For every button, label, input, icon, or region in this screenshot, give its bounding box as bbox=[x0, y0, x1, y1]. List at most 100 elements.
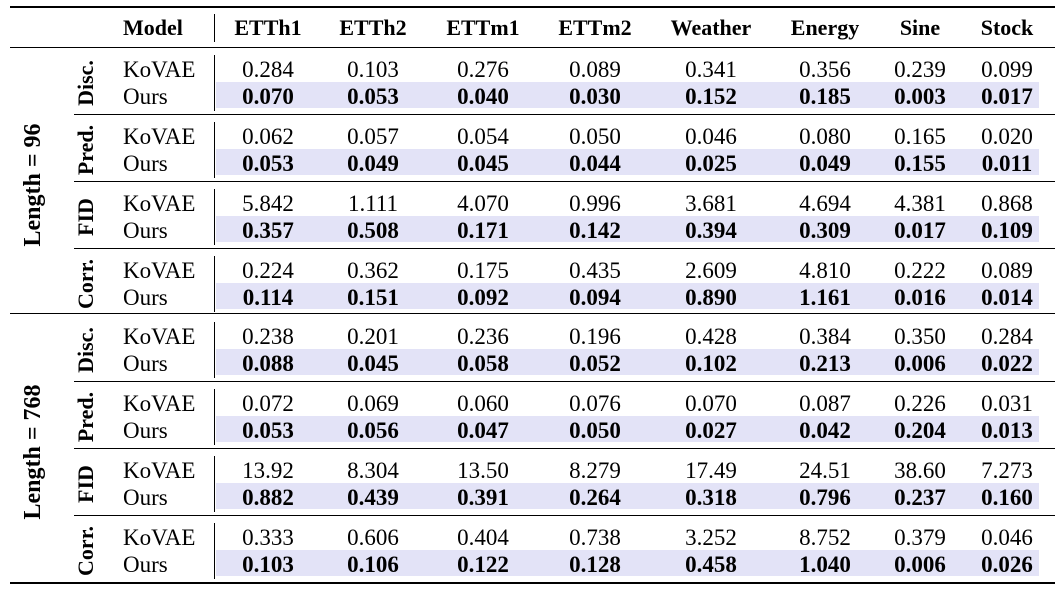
table-cell: 0.404 bbox=[457, 525, 509, 550]
table-cell: 0.052 bbox=[569, 351, 621, 376]
table-cell: 0.016 bbox=[894, 285, 946, 310]
table-cell: 0.350 bbox=[894, 324, 946, 349]
table-cell: 0.080 bbox=[799, 124, 851, 149]
table-cell: 1.040 bbox=[799, 552, 851, 577]
header-ettm1: ETTm1 bbox=[446, 15, 520, 40]
table-cell: 0.890 bbox=[685, 285, 737, 310]
table-cell: 0.435 bbox=[569, 258, 621, 283]
model-vsep bbox=[214, 189, 215, 245]
table-cell: 0.046 bbox=[685, 124, 737, 149]
section-rule bbox=[10, 313, 1055, 314]
table-cell: 0.128 bbox=[569, 552, 621, 577]
table-cell: 7.273 bbox=[981, 458, 1033, 483]
table-cell: 0.053 bbox=[242, 418, 294, 443]
table-cell: 0.076 bbox=[569, 391, 621, 416]
table-cell: 0.103 bbox=[242, 552, 294, 577]
table-cell: 1.111 bbox=[347, 191, 399, 216]
bottom-rule bbox=[10, 582, 1055, 584]
model-name: KoVAE bbox=[123, 324, 196, 349]
highlight-band bbox=[216, 149, 1039, 175]
table-cell: 0.092 bbox=[457, 285, 509, 310]
table-cell: 0.239 bbox=[894, 57, 946, 82]
model-name: KoVAE bbox=[123, 57, 196, 82]
header-sine: Sine bbox=[899, 15, 941, 40]
table-cell: 0.042 bbox=[799, 418, 851, 443]
metric-label: Corr. bbox=[73, 526, 98, 576]
highlight-band bbox=[216, 550, 1039, 576]
group-rule bbox=[74, 248, 1055, 249]
table-cell: 0.014 bbox=[981, 285, 1033, 310]
table-cell: 0.284 bbox=[242, 57, 294, 82]
highlight-band bbox=[216, 483, 1039, 509]
metric-label: Disc. bbox=[73, 60, 98, 106]
table-cell: 3.252 bbox=[685, 525, 737, 550]
table-cell: 0.796 bbox=[799, 485, 851, 510]
metric-label: Pred. bbox=[73, 391, 98, 443]
table-cell: 3.681 bbox=[685, 191, 737, 216]
table-cell: 0.318 bbox=[685, 485, 737, 510]
metric-label: Pred. bbox=[73, 124, 98, 176]
table-cell: 0.058 bbox=[457, 351, 509, 376]
table-cell: 0.049 bbox=[799, 151, 851, 176]
table-cell: 0.384 bbox=[799, 324, 851, 349]
table-cell: 4.381 bbox=[894, 191, 946, 216]
table-cell: 0.357 bbox=[242, 218, 294, 243]
table-cell: 0.006 bbox=[894, 552, 946, 577]
table-cell: 0.196 bbox=[569, 324, 621, 349]
table-cell: 4.810 bbox=[799, 258, 851, 283]
table-cell: 0.020 bbox=[981, 124, 1033, 149]
highlight-band bbox=[216, 416, 1039, 442]
table-cell: 0.103 bbox=[347, 57, 399, 82]
model-name: KoVAE bbox=[123, 258, 196, 283]
highlight-band bbox=[216, 82, 1039, 108]
header-etth2: ETTh2 bbox=[339, 15, 407, 40]
table-cell: 0.040 bbox=[457, 84, 509, 109]
table-cell: 0.013 bbox=[981, 418, 1033, 443]
table-cell: 0.050 bbox=[569, 418, 621, 443]
table-cell: 0.264 bbox=[569, 485, 621, 510]
header-etth1: ETTh1 bbox=[234, 15, 302, 40]
table-cell: 0.204 bbox=[894, 418, 946, 443]
table-cell: 0.152 bbox=[685, 84, 737, 109]
table-cell: 5.842 bbox=[242, 191, 294, 216]
table-cell: 0.087 bbox=[799, 391, 851, 416]
table-cell: 0.046 bbox=[981, 525, 1033, 550]
table-cell: 4.694 bbox=[799, 191, 851, 216]
table-cell: 0.027 bbox=[685, 418, 737, 443]
table-cell: 0.025 bbox=[685, 151, 737, 176]
table-cell: 4.070 bbox=[457, 191, 509, 216]
table-cell: 0.045 bbox=[347, 351, 399, 376]
table-cell: 0.394 bbox=[685, 218, 737, 243]
table-cell: 0.017 bbox=[894, 218, 946, 243]
table-cell: 0.045 bbox=[457, 151, 509, 176]
table-cell: 0.072 bbox=[242, 391, 294, 416]
table-cell: 0.049 bbox=[347, 151, 399, 176]
group-rule bbox=[74, 515, 1055, 516]
table-cell: 0.056 bbox=[347, 418, 399, 443]
table-cell: 0.238 bbox=[242, 324, 294, 349]
table-cell: 0.022 bbox=[981, 351, 1033, 376]
highlight-band bbox=[216, 283, 1039, 309]
table-cell: 0.003 bbox=[894, 84, 946, 109]
table-cell: 17.49 bbox=[685, 458, 737, 483]
table-cell: 0.054 bbox=[457, 124, 509, 149]
table-cell: 13.50 bbox=[457, 458, 509, 483]
table-cell: 0.222 bbox=[894, 258, 946, 283]
table-cell: 2.609 bbox=[685, 258, 737, 283]
highlight-band bbox=[216, 216, 1039, 242]
table-cell: 0.341 bbox=[685, 57, 737, 82]
section-label: Length = 96 bbox=[20, 123, 46, 247]
model-name: KoVAE bbox=[123, 124, 196, 149]
metric-label: FID bbox=[73, 465, 98, 503]
table-cell: 0.062 bbox=[242, 124, 294, 149]
group-rule bbox=[74, 448, 1055, 449]
header-rule bbox=[10, 47, 1055, 48]
table-cell: 13.92 bbox=[242, 458, 294, 483]
model-name: KoVAE bbox=[123, 191, 196, 216]
table-cell: 0.031 bbox=[981, 391, 1033, 416]
table-cell: 0.069 bbox=[347, 391, 399, 416]
table-cell: 0.882 bbox=[242, 485, 294, 510]
table-cell: 0.175 bbox=[457, 258, 509, 283]
table-cell: 0.379 bbox=[894, 525, 946, 550]
table-cell: 0.276 bbox=[457, 57, 509, 82]
